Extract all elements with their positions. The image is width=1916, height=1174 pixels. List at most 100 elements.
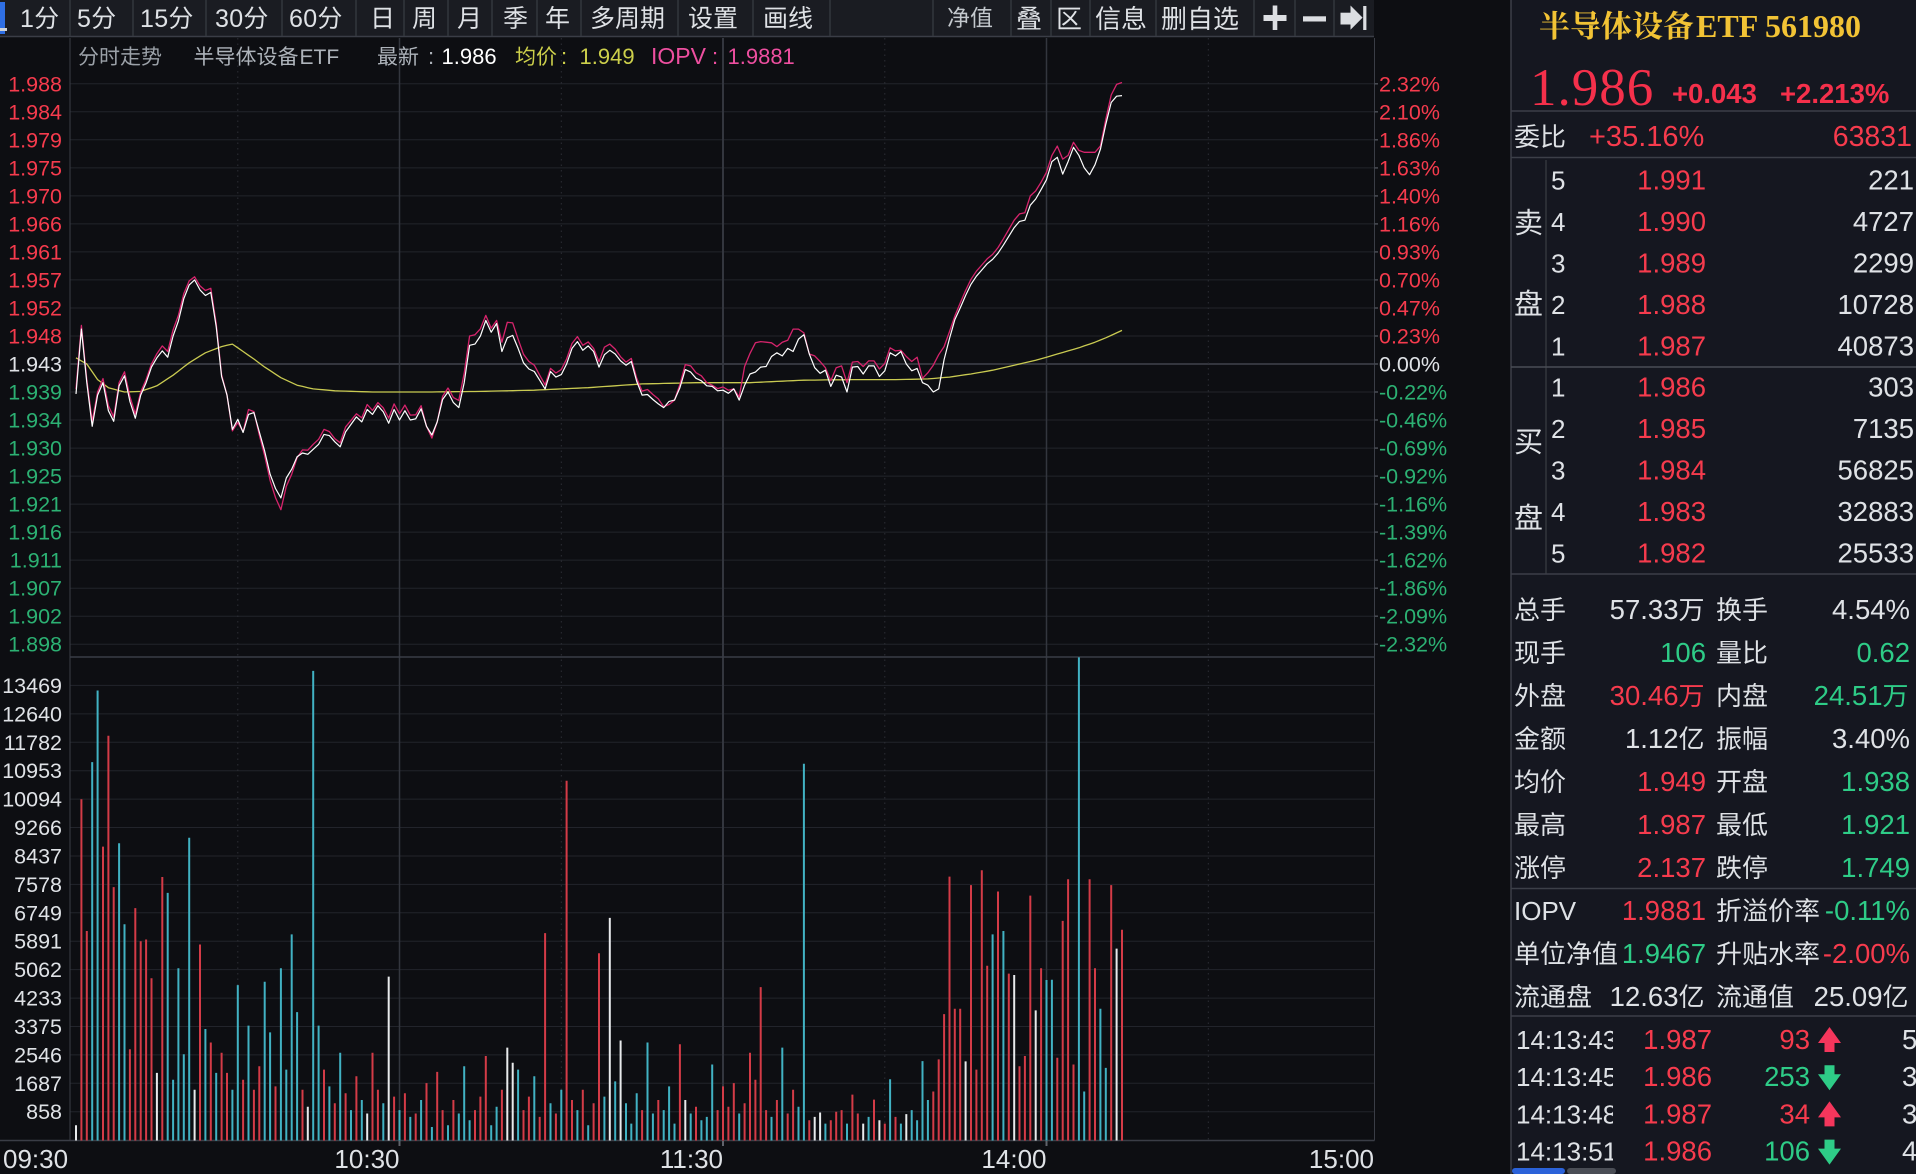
svg-text:2: 2 [1551, 290, 1565, 320]
svg-text:0.70%: 0.70% [1379, 268, 1440, 292]
svg-text:1: 1 [1551, 373, 1565, 403]
svg-text:7135: 7135 [1853, 413, 1914, 444]
svg-text:93: 93 [1779, 1024, 1810, 1055]
svg-text:1.990: 1.990 [1637, 206, 1706, 237]
svg-text:2: 2 [1551, 414, 1565, 444]
svg-text:0: 0 [229, 5, 243, 33]
svg-text:4233: 4233 [14, 987, 62, 1011]
svg-text:5062: 5062 [14, 958, 62, 982]
svg-text:5: 5 [154, 5, 168, 33]
svg-text:5: 5 [1551, 166, 1565, 196]
svg-text:34: 34 [1779, 1098, 1810, 1129]
svg-text:1.984: 1.984 [8, 100, 62, 124]
svg-text:1.957: 1.957 [8, 268, 62, 292]
svg-text:0.62: 0.62 [1856, 637, 1910, 668]
svg-text:1.988: 1.988 [1637, 289, 1706, 320]
svg-text:4: 4 [1551, 497, 1565, 527]
svg-text:1.984: 1.984 [1637, 455, 1706, 486]
svg-text:1.979: 1.979 [8, 128, 62, 152]
svg-text:1.987: 1.987 [1637, 809, 1706, 840]
svg-text:1.961: 1.961 [8, 240, 62, 264]
svg-text:-2.09%: -2.09% [1379, 605, 1447, 629]
svg-text:4.54%: 4.54% [1832, 594, 1910, 625]
svg-text:1.966: 1.966 [8, 212, 62, 236]
svg-text:253: 253 [1764, 1061, 1810, 1092]
svg-text:1.986: 1.986 [1643, 1061, 1712, 1092]
svg-text::: : [712, 44, 718, 69]
svg-text:106: 106 [1764, 1136, 1810, 1167]
svg-text:1.987: 1.987 [1643, 1024, 1712, 1055]
svg-text:0: 0 [303, 5, 317, 33]
svg-text:32883: 32883 [1838, 496, 1914, 527]
svg-text:6749: 6749 [14, 901, 62, 925]
svg-text:1.985: 1.985 [1637, 413, 1706, 444]
svg-text:3: 3 [1902, 1098, 1916, 1129]
svg-text:+2.213%: +2.213% [1780, 78, 1889, 109]
svg-text:-2.32%: -2.32% [1379, 633, 1447, 657]
svg-text:1.986: 1.986 [1530, 59, 1654, 117]
svg-text:30.46: 30.46 [1610, 680, 1679, 711]
svg-text:-0.11%: -0.11% [1825, 895, 1910, 926]
svg-text:4727: 4727 [1853, 206, 1914, 237]
svg-text:ETF: ETF [300, 46, 340, 69]
svg-text:1.982: 1.982 [1637, 537, 1706, 568]
svg-text:3: 3 [1551, 456, 1565, 486]
svg-text:1.921: 1.921 [8, 493, 62, 517]
svg-text:1.989: 1.989 [1637, 248, 1706, 279]
svg-text:1.921: 1.921 [1841, 809, 1910, 840]
svg-text:2546: 2546 [14, 1043, 62, 1067]
svg-text:0.93%: 0.93% [1379, 240, 1440, 264]
svg-text:14:13:48: 14:13:48 [1516, 1099, 1617, 1129]
svg-text:1.948: 1.948 [8, 325, 62, 349]
svg-text:858: 858 [26, 1100, 62, 1124]
svg-text:1.987: 1.987 [1643, 1098, 1712, 1129]
svg-text:1.12: 1.12 [1625, 723, 1679, 754]
svg-text:2.137: 2.137 [1637, 852, 1706, 883]
svg-text:1.983: 1.983 [1637, 496, 1706, 527]
svg-text:-1.62%: -1.62% [1379, 549, 1447, 573]
svg-text:1.986: 1.986 [1637, 372, 1706, 403]
svg-text:2.32%: 2.32% [1379, 72, 1440, 96]
svg-text:1: 1 [1551, 331, 1565, 361]
svg-text:11:30: 11:30 [660, 1144, 723, 1174]
svg-text:1.907: 1.907 [8, 577, 62, 601]
svg-text:-0.46%: -0.46% [1379, 409, 1447, 433]
svg-text:25533: 25533 [1838, 537, 1914, 568]
svg-text:40873: 40873 [1838, 330, 1914, 361]
svg-text:09:30: 09:30 [3, 1144, 68, 1174]
svg-text:1.934: 1.934 [8, 409, 62, 433]
svg-text:1.9881: 1.9881 [728, 44, 795, 69]
svg-text:1.9881: 1.9881 [1622, 895, 1706, 926]
svg-text:3: 3 [1902, 1061, 1916, 1092]
svg-text:3: 3 [1551, 249, 1565, 279]
svg-text:24.51: 24.51 [1814, 680, 1883, 711]
svg-text:1.970: 1.970 [8, 184, 62, 208]
svg-text:-0.69%: -0.69% [1379, 437, 1447, 461]
svg-text:1.991: 1.991 [1637, 165, 1706, 196]
svg-text:2.10%: 2.10% [1379, 100, 1440, 124]
svg-text:3: 3 [215, 5, 229, 33]
svg-text:10094: 10094 [2, 788, 62, 812]
svg-text:12.63: 12.63 [1610, 981, 1679, 1012]
svg-text:25.09: 25.09 [1814, 981, 1883, 1012]
svg-text:12640: 12640 [2, 702, 62, 726]
svg-text:1.911: 1.911 [10, 549, 62, 573]
svg-text:10:30: 10:30 [334, 1144, 399, 1174]
svg-text:1.16%: 1.16% [1379, 212, 1440, 236]
svg-text:7578: 7578 [14, 873, 62, 897]
svg-text:1.939: 1.939 [8, 381, 62, 405]
svg-text:0.47%: 0.47% [1379, 297, 1440, 321]
svg-text:1.40%: 1.40% [1379, 184, 1440, 208]
svg-text:1.916: 1.916 [8, 521, 62, 545]
svg-text:0.00%: 0.00% [1379, 353, 1440, 377]
svg-text:6: 6 [289, 5, 303, 33]
svg-text:ETF 561980: ETF 561980 [1696, 8, 1861, 44]
svg-text:1.9467: 1.9467 [1622, 938, 1706, 969]
svg-text:5: 5 [1902, 1024, 1916, 1055]
svg-text:-0.22%: -0.22% [1379, 381, 1447, 405]
svg-text:1.902: 1.902 [8, 605, 62, 629]
svg-text:-1.39%: -1.39% [1379, 521, 1447, 545]
svg-text:11782: 11782 [4, 731, 62, 755]
svg-text:1.986: 1.986 [442, 44, 497, 69]
svg-text:1.925: 1.925 [8, 465, 62, 489]
